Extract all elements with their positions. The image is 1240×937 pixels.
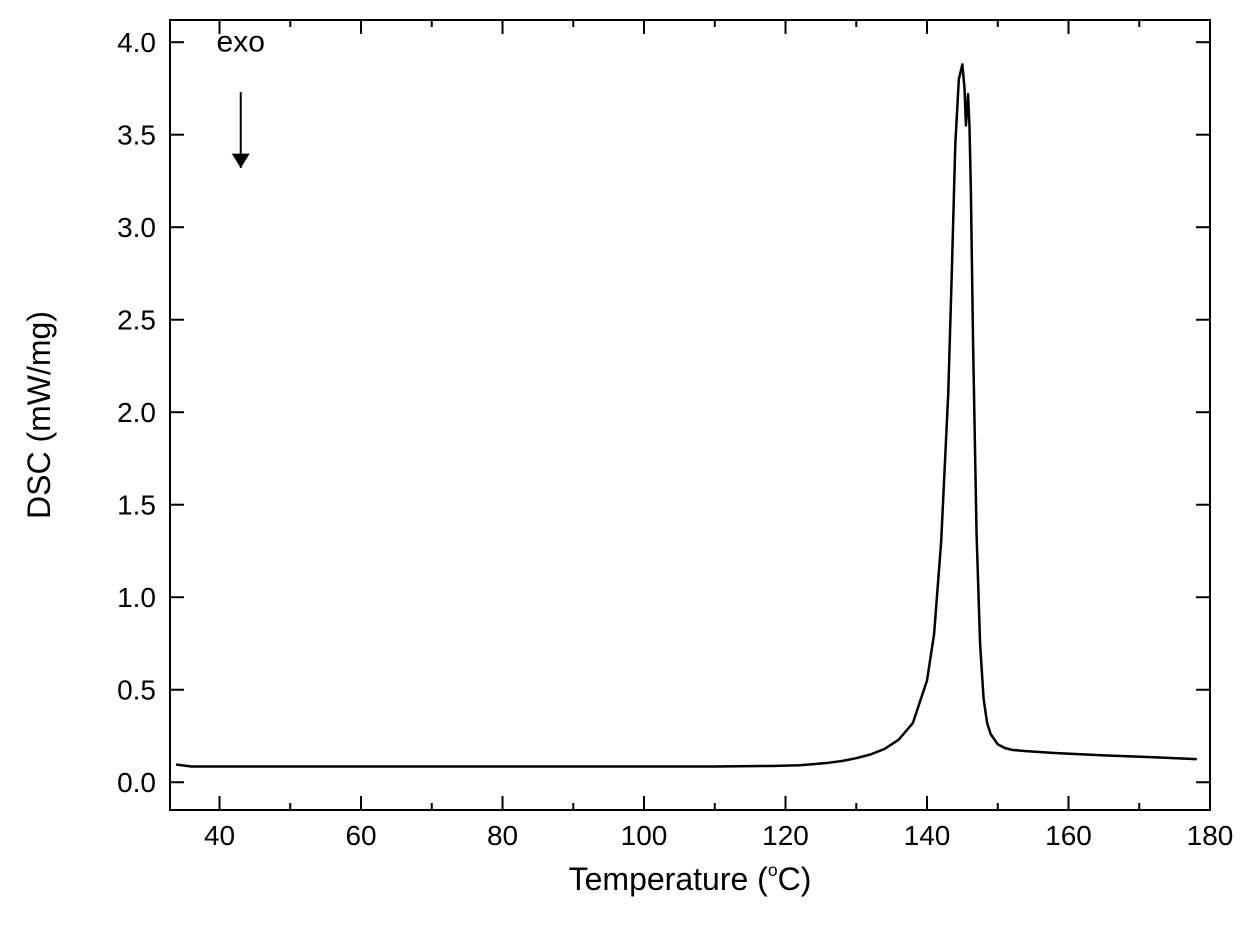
y-tick-label: 1.0 xyxy=(117,582,156,613)
y-axis-label: DSC (mW/mg) xyxy=(21,311,57,519)
x-tick-label: 80 xyxy=(487,820,518,851)
y-tick-label: 4.0 xyxy=(117,27,156,58)
annotation-exo: exo xyxy=(217,25,265,58)
y-tick-label: 2.0 xyxy=(117,397,156,428)
y-tick-label: 0.5 xyxy=(117,675,156,706)
y-tick-label: 0.0 xyxy=(117,767,156,798)
chart-svg: 40 60 80 100 120 140 160 180 0.0 0.5 1.0 1.5 2.0 2.5 3… xyxy=(0,0,1240,937)
dsc-chart: 40 60 80 100 120 140 160 180 0.0 0.5 1.0 1.5 2.0 2.5 3… xyxy=(0,0,1240,937)
x-tick-label: 120 xyxy=(762,820,809,851)
x-tick-label: 100 xyxy=(621,820,668,851)
x-tick-label: 60 xyxy=(345,820,376,851)
x-tick-label: 140 xyxy=(904,820,951,851)
y-tick-label: 1.5 xyxy=(117,490,156,521)
y-tick-label: 3.0 xyxy=(117,212,156,243)
y-tick-label: 3.5 xyxy=(117,120,156,151)
x-tick-label: 180 xyxy=(1187,820,1234,851)
x-tick-label: 160 xyxy=(1045,820,1092,851)
x-tick-label: 40 xyxy=(204,820,235,851)
y-tick-label: 2.5 xyxy=(117,305,156,336)
